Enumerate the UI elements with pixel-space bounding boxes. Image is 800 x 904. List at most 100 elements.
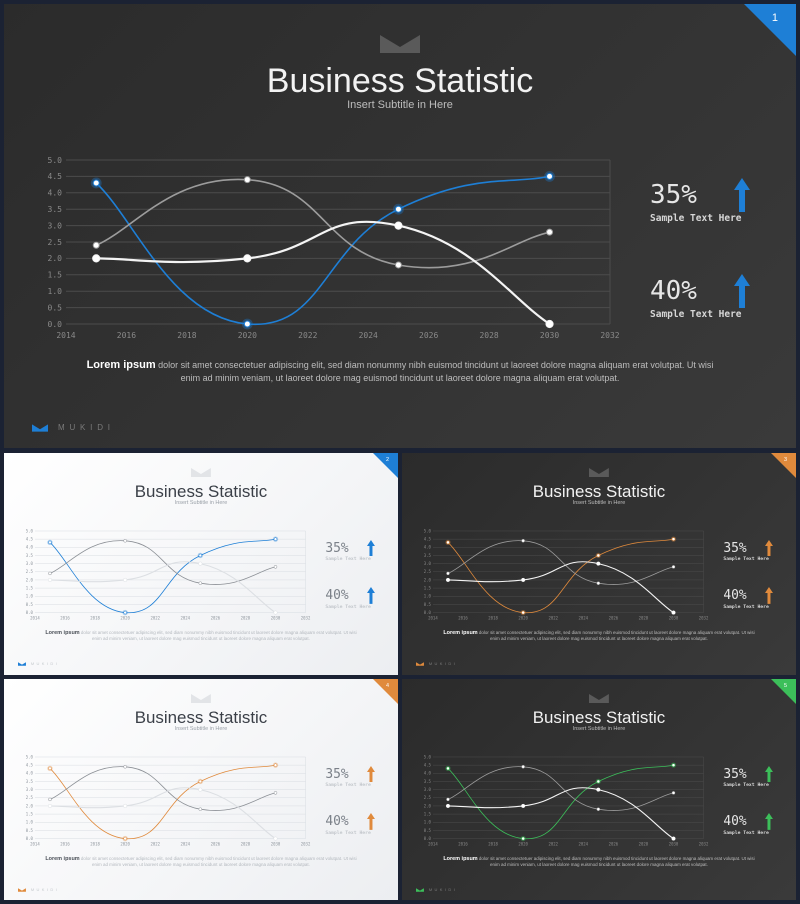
data-point[interactable] — [48, 766, 52, 770]
x-tick-label: 2024 — [359, 331, 378, 340]
x-tick-label: 2032 — [600, 331, 619, 340]
data-point[interactable] — [394, 205, 402, 213]
data-point[interactable] — [92, 241, 100, 249]
y-tick-label: 5.0 — [48, 156, 63, 165]
data-point[interactable] — [521, 836, 525, 840]
data-point[interactable] — [671, 836, 676, 841]
slide-4[interactable]: 4 Business Statistic Insert Subtitle in He… — [4, 679, 398, 900]
data-point[interactable] — [596, 787, 601, 792]
x-tick-label: 2032 — [699, 615, 709, 620]
data-point[interactable] — [545, 319, 554, 329]
data-point[interactable] — [123, 764, 127, 769]
data-point[interactable] — [198, 561, 203, 566]
data-point[interactable] — [48, 571, 52, 575]
data-point[interactable] — [596, 561, 601, 566]
data-point[interactable] — [596, 581, 600, 585]
data-point[interactable] — [48, 540, 52, 544]
data-point[interactable] — [48, 797, 52, 801]
data-point[interactable] — [273, 537, 278, 541]
x-tick-label: 2020 — [518, 615, 528, 620]
x-tick-label: 2028 — [639, 841, 649, 846]
slide-5[interactable]: 5 Business Statistic Insert Subtitle in He… — [402, 679, 796, 900]
data-point[interactable] — [47, 577, 52, 582]
data-point[interactable] — [521, 764, 525, 769]
data-point[interactable] — [446, 571, 450, 575]
slide-title: Business Statistic — [134, 707, 268, 727]
x-tick-label: 2020 — [518, 841, 528, 846]
series-line-accent — [95, 175, 550, 326]
slide-title: Business Statistic — [532, 481, 666, 501]
data-point[interactable] — [198, 807, 202, 811]
x-tick-label: 2024 — [578, 615, 588, 620]
data-point[interactable] — [596, 779, 600, 783]
data-point[interactable] — [243, 254, 252, 263]
data-point[interactable] — [273, 564, 278, 569]
data-point[interactable] — [198, 553, 202, 557]
stat-label: Sample Text Here — [650, 213, 742, 224]
body-text: dolor sit amet consectetuer adipiscing e… — [155, 360, 714, 383]
data-point[interactable] — [446, 797, 450, 801]
slide-3[interactable]: 3 Business Statistic Insert Subtitle in He… — [402, 453, 796, 675]
data-point[interactable] — [273, 610, 278, 615]
data-point[interactable] — [273, 790, 278, 795]
arrow-up-icon — [367, 813, 376, 831]
data-point[interactable] — [521, 610, 525, 614]
data-point[interactable] — [546, 172, 554, 180]
y-tick-label: 4.0 — [48, 189, 63, 198]
data-point[interactable] — [243, 320, 251, 328]
data-point[interactable] — [446, 766, 450, 770]
data-point[interactable] — [243, 176, 251, 184]
data-point[interactable] — [394, 261, 402, 269]
data-point[interactable] — [198, 779, 202, 783]
series-line-gray — [95, 178, 550, 269]
data-point[interactable] — [671, 610, 676, 615]
data-point[interactable] — [671, 790, 676, 795]
data-point[interactable] — [123, 803, 128, 808]
x-tick-label: 2026 — [608, 615, 618, 620]
body-paragraph: Lorem ipsum dolor sit amet consectetuer … — [80, 359, 720, 385]
y-tick-label: 1.0 — [424, 819, 432, 824]
data-point[interactable] — [47, 803, 52, 808]
data-point[interactable] — [273, 836, 278, 841]
body-lead: Lorem ipsum — [45, 629, 80, 636]
data-point[interactable] — [198, 581, 202, 585]
x-tick-label: 2020 — [120, 615, 130, 620]
data-point[interactable] — [596, 553, 600, 557]
y-tick-label: 2.5 — [48, 238, 63, 247]
x-tick-label: 2028 — [639, 615, 649, 620]
data-point[interactable] — [446, 540, 450, 544]
data-point[interactable] — [445, 803, 450, 808]
slide-2[interactable]: 2 Business Statistic Insert Subtitle in He… — [4, 453, 398, 675]
y-tick-label: 0.5 — [26, 827, 34, 832]
data-point[interactable] — [596, 807, 600, 811]
data-point[interactable] — [671, 763, 676, 767]
data-point[interactable] — [445, 577, 450, 582]
y-tick-label: 3.5 — [48, 205, 63, 214]
data-point[interactable] — [123, 577, 128, 582]
series-line-white — [49, 786, 276, 839]
y-tick-label: 3.0 — [424, 787, 432, 792]
data-point[interactable] — [671, 564, 676, 569]
data-point[interactable] — [671, 537, 676, 541]
arrow-up-icon — [765, 539, 774, 557]
x-tick-label: 2014 — [56, 331, 75, 340]
slide-1[interactable]: 1 Business Statistic Insert Subtitle in He… — [4, 4, 796, 448]
data-point[interactable] — [92, 179, 100, 187]
data-point[interactable] — [273, 763, 278, 767]
data-point[interactable] — [521, 538, 525, 543]
data-point[interactable] — [123, 836, 127, 840]
x-tick-label: 2028 — [479, 331, 498, 340]
y-tick-label: 3.5 — [26, 552, 34, 557]
data-point[interactable] — [521, 803, 526, 808]
data-point[interactable] — [394, 221, 403, 230]
y-tick-label: 3.0 — [424, 561, 432, 566]
y-tick-label: 0.0 — [424, 836, 432, 841]
data-point[interactable] — [198, 787, 203, 792]
data-point[interactable] — [92, 254, 101, 263]
data-point[interactable] — [521, 577, 526, 582]
body-text: dolor sit amet consectetuer adipiscing e… — [477, 629, 755, 642]
data-point[interactable] — [123, 610, 127, 614]
data-point[interactable] — [123, 538, 127, 543]
data-point[interactable] — [546, 228, 554, 236]
x-tick-label: 2026 — [419, 331, 438, 340]
